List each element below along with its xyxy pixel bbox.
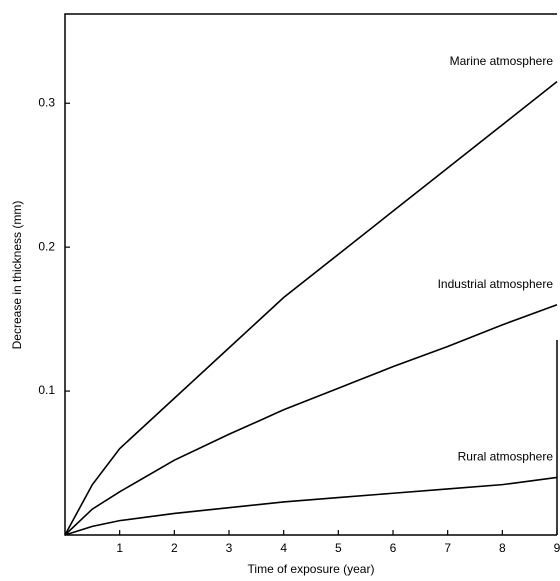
x-tick-label: 6 bbox=[390, 541, 397, 555]
x-tick-label: 7 bbox=[444, 541, 451, 555]
x-tick-label: 1 bbox=[116, 541, 123, 555]
axes bbox=[64, 13, 558, 536]
x-tick-label: 2 bbox=[171, 541, 178, 555]
y-tick-label: 0.3 bbox=[38, 95, 55, 109]
y-tick-label: 0.2 bbox=[38, 239, 55, 253]
series-label: Industrial atmosphere bbox=[438, 277, 554, 291]
line-series bbox=[64, 81, 558, 536]
series-label: Marine atmosphere bbox=[450, 54, 554, 68]
y-tick-label: 0.1 bbox=[38, 383, 55, 397]
series-label: Rural atmosphere bbox=[458, 450, 554, 464]
line-series bbox=[64, 476, 558, 536]
x-axis-label: Time of exposure (year) bbox=[248, 562, 375, 576]
x-tick-label: 3 bbox=[226, 541, 233, 555]
x-tick-label: 5 bbox=[335, 541, 342, 555]
x-tick-label: 9 bbox=[554, 541, 560, 555]
y-axis-label: Decrease in thickness (mm) bbox=[10, 201, 24, 350]
x-tick-label: 4 bbox=[280, 541, 287, 555]
x-tick-label: 8 bbox=[499, 541, 506, 555]
line-series bbox=[64, 303, 558, 536]
